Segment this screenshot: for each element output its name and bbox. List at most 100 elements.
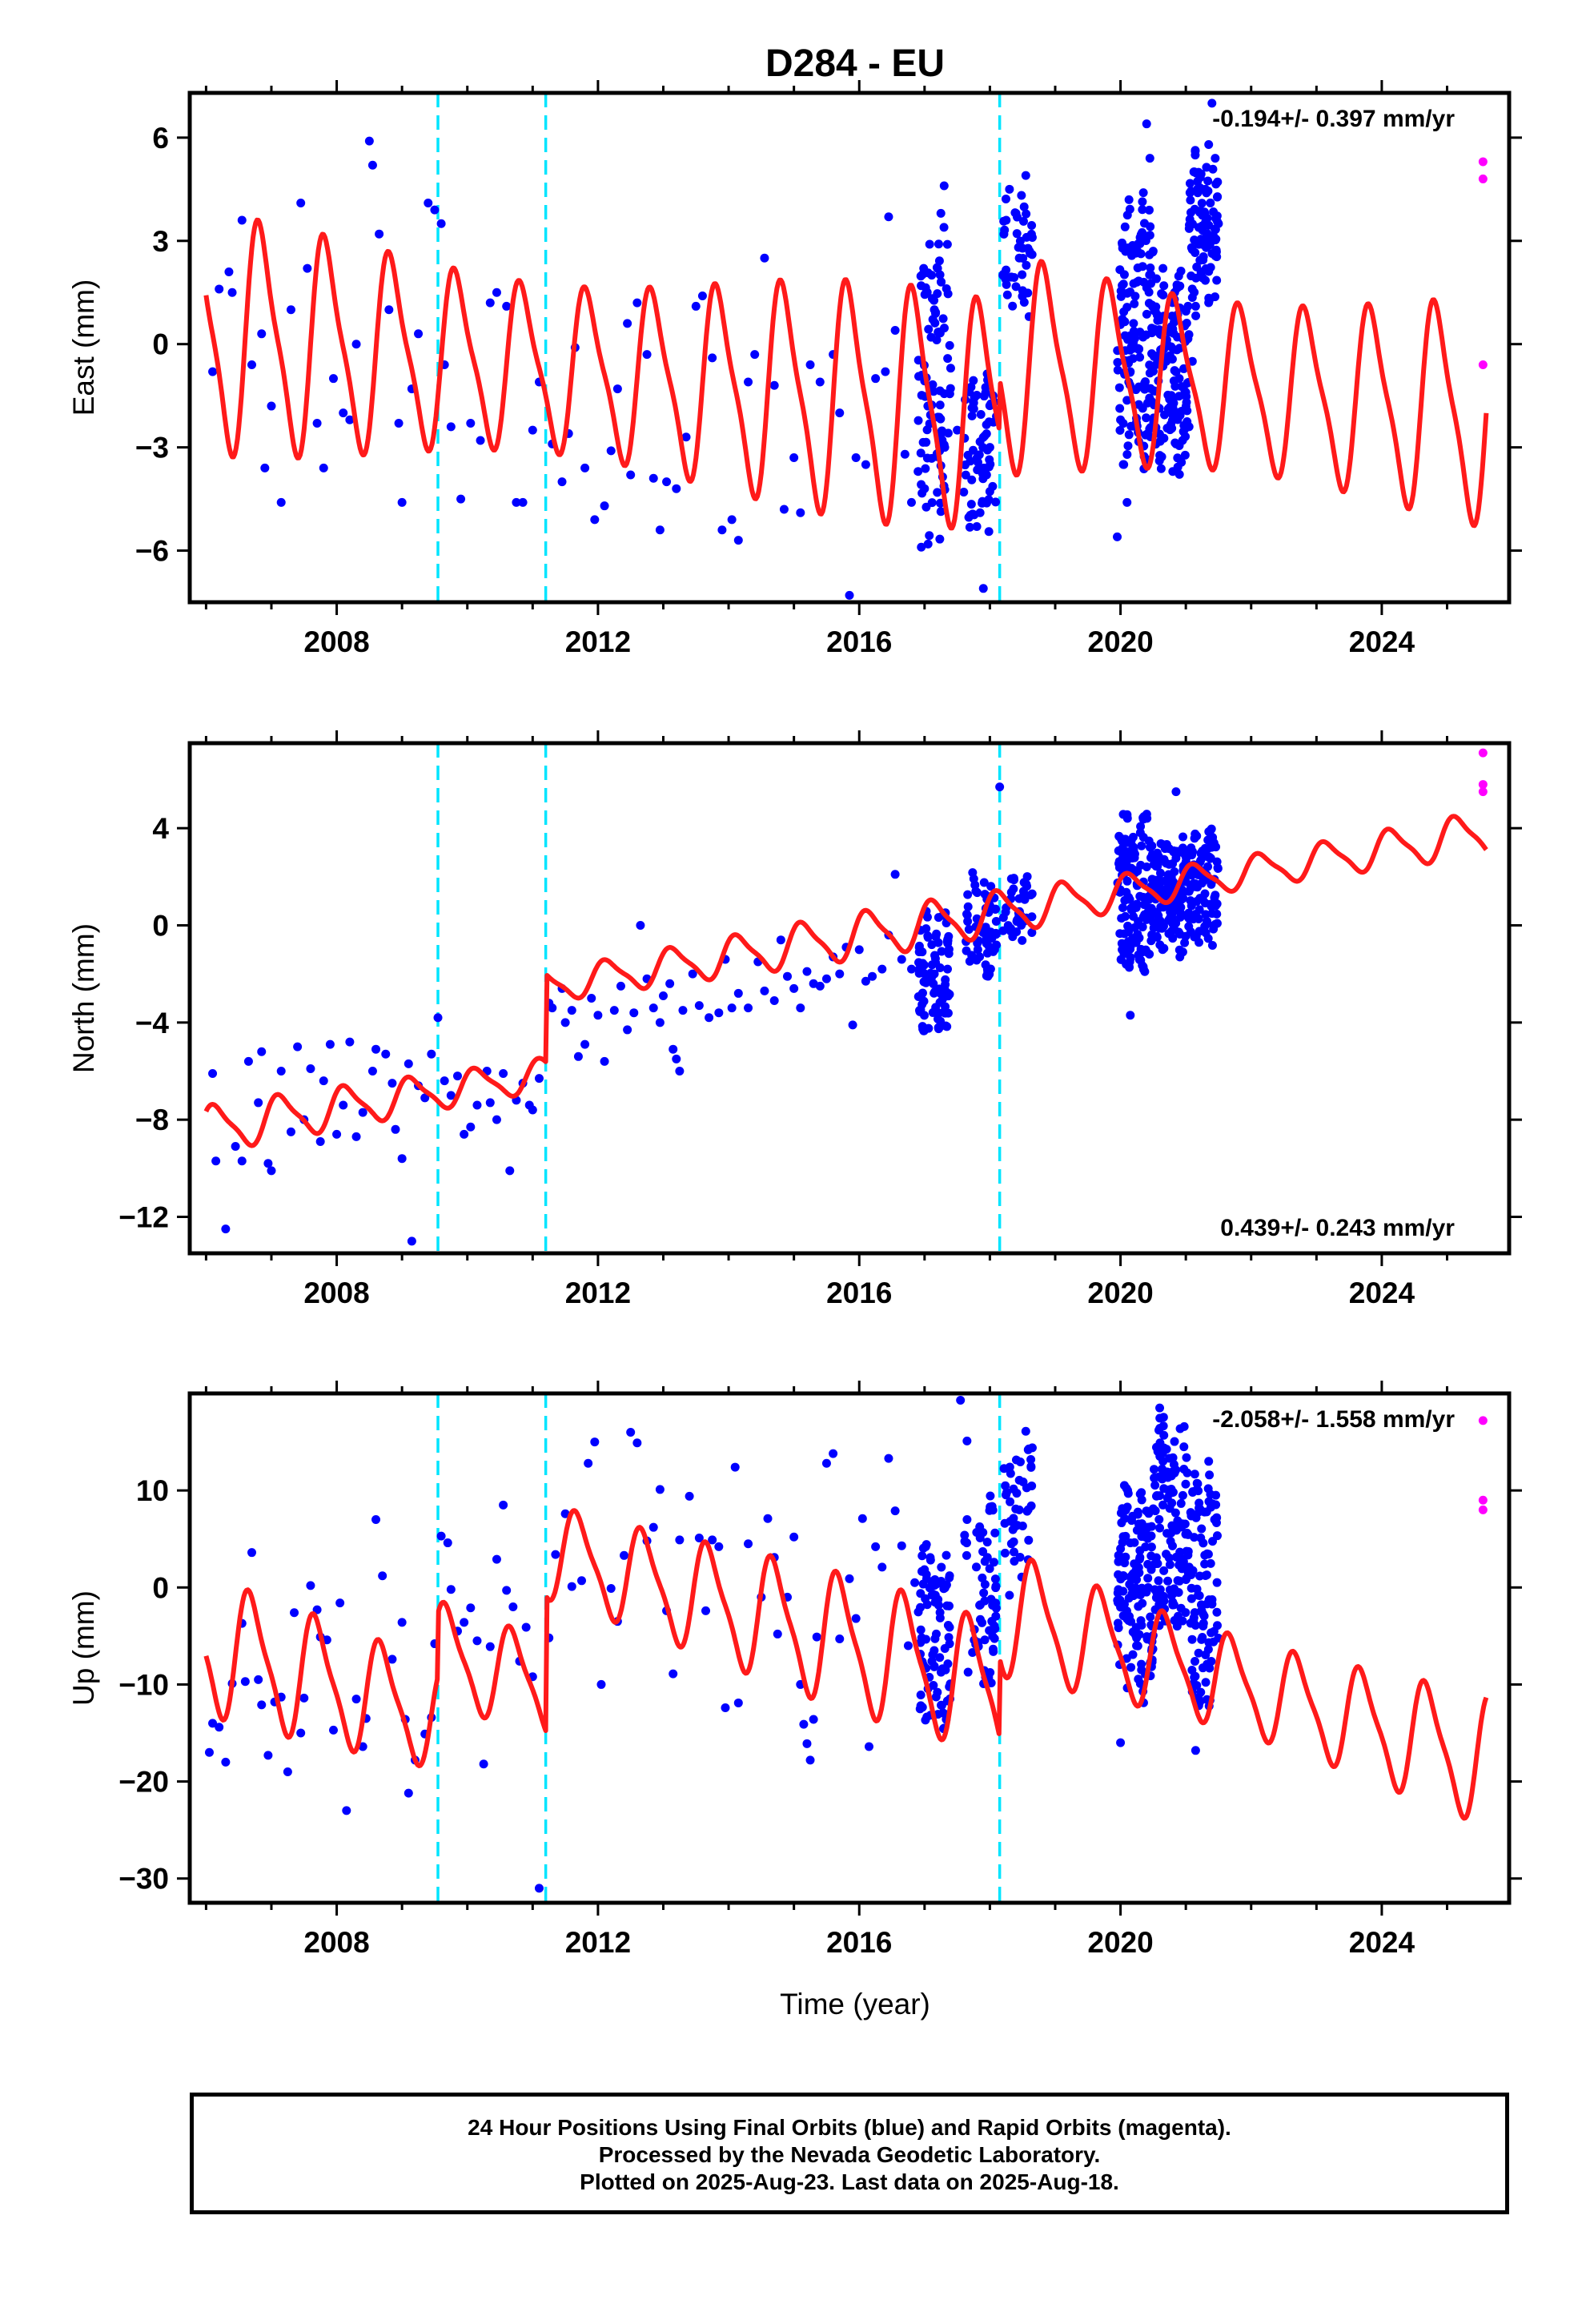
final-orbit-point: [984, 462, 994, 472]
final-orbit-point: [868, 971, 877, 981]
final-orbit-point: [972, 1527, 982, 1537]
final-orbit-point: [1203, 862, 1213, 871]
final-orbit-point: [919, 969, 929, 979]
final-orbit-point: [963, 902, 973, 911]
final-orbit-point: [1113, 357, 1122, 367]
final-orbit-point: [1116, 1738, 1126, 1747]
final-orbit-point: [1206, 263, 1215, 272]
final-orbit-point: [975, 1600, 985, 1610]
final-orbit-point: [1178, 1490, 1187, 1500]
final-orbit-point: [1211, 919, 1220, 929]
final-orbit-point: [1154, 875, 1163, 885]
final-orbit-point: [351, 340, 361, 349]
final-orbit-point: [921, 1594, 930, 1603]
final-orbit-point: [1213, 177, 1223, 187]
final-orbit-point: [1186, 901, 1196, 911]
final-orbit-point: [339, 1100, 348, 1110]
final-orbit-point: [551, 1550, 560, 1559]
final-orbit-point: [1002, 290, 1012, 300]
final-orbit-point: [968, 1647, 978, 1657]
final-orbit-point: [424, 199, 433, 208]
final-orbit-point: [492, 1554, 501, 1564]
final-orbit-point: [296, 1728, 306, 1738]
final-orbit-point: [1124, 195, 1134, 204]
final-orbit-point: [1022, 260, 1031, 270]
final-orbit-point: [1151, 302, 1161, 312]
final-orbit-point: [990, 1574, 1000, 1584]
final-orbit-point: [1018, 270, 1027, 279]
final-orbit-point: [980, 890, 990, 899]
final-orbit-point: [1150, 324, 1159, 334]
final-orbit-point: [933, 412, 942, 422]
final-orbit-point: [1171, 854, 1181, 863]
final-orbit-point: [1136, 822, 1146, 831]
model-curve: [203, 814, 1488, 1148]
final-orbit-point: [1150, 1474, 1159, 1483]
final-orbit-point: [1211, 891, 1220, 900]
x-tick-label: 2008: [303, 1926, 369, 1959]
final-orbit-point: [375, 229, 384, 239]
final-orbit-point: [967, 475, 977, 485]
final-orbit-point: [1155, 451, 1165, 460]
final-orbit-point: [967, 951, 977, 960]
final-orbit-point: [1211, 154, 1220, 163]
final-orbit-point: [845, 590, 854, 600]
final-orbit-point: [460, 1129, 469, 1139]
final-orbit-point: [580, 463, 590, 472]
final-orbit-point: [257, 329, 267, 339]
final-orbit-point: [1134, 1562, 1143, 1572]
final-orbit-point: [1134, 955, 1144, 964]
final-orbit-point: [1156, 464, 1166, 473]
final-orbit-point: [1155, 316, 1165, 325]
final-orbit-point: [414, 329, 424, 339]
final-orbit-point: [485, 1642, 495, 1651]
final-orbit-point: [917, 1022, 927, 1031]
final-orbit-point: [1195, 255, 1205, 265]
final-orbit-point: [1194, 239, 1203, 249]
final-orbit-point: [821, 974, 831, 983]
final-orbit-point: [1198, 1633, 1207, 1642]
final-orbit-point: [928, 380, 938, 389]
final-orbit-point: [1138, 197, 1147, 207]
final-orbit-point: [970, 393, 979, 403]
final-orbit-point: [1213, 1621, 1223, 1630]
final-orbit-point: [1120, 222, 1130, 231]
final-orbit-point: [760, 986, 769, 995]
panel-north: 2008 2012 2016 2020 2024 4 0 −4 −8 −12 North (mm) 0…: [67, 730, 1522, 1309]
final-orbit-point: [934, 256, 944, 266]
final-orbit-point: [962, 911, 972, 920]
final-orbit-point: [1024, 1535, 1034, 1545]
final-orbit-point: [1187, 356, 1197, 366]
final-orbit-point: [930, 951, 940, 960]
final-orbit-point: [972, 521, 982, 531]
final-orbit-point: [548, 1003, 557, 1013]
final-orbit-point: [1194, 1648, 1203, 1658]
final-orbit-point: [466, 1603, 476, 1613]
final-orbit-point: [1126, 1011, 1135, 1020]
final-orbit-point: [1154, 429, 1164, 439]
final-orbit-point: [921, 502, 931, 512]
y-tick-label: 10: [136, 1474, 169, 1507]
final-orbit-point: [472, 1100, 482, 1110]
final-orbit-point: [966, 456, 975, 466]
final-orbit-point: [877, 964, 887, 974]
model-curve: [203, 1508, 1489, 1821]
final-orbit-point: [606, 1583, 616, 1593]
final-orbit-point: [929, 387, 938, 396]
final-orbit-point: [930, 1662, 939, 1671]
final-orbit-point: [1207, 99, 1217, 108]
final-orbit-point: [1180, 1519, 1190, 1529]
final-orbit-point: [1141, 945, 1150, 955]
final-orbit-point: [345, 1037, 355, 1047]
final-orbit-point: [1000, 1548, 1010, 1558]
plot-frame: [187, 1391, 1512, 1905]
final-orbit-point: [404, 1059, 413, 1068]
final-orbit-point: [286, 1127, 295, 1136]
final-orbit-point: [1186, 1511, 1196, 1521]
final-orbit-point: [1134, 1675, 1143, 1684]
final-orbit-point: [1122, 396, 1132, 405]
final-orbit-point: [1118, 903, 1127, 913]
final-orbit-point: [502, 1586, 512, 1595]
panel-east: 2008 2012 2016 2020 2024 6 3 0 −3 −6 East (mm) -0.1…: [67, 80, 1522, 658]
y-tick-label: 0: [152, 328, 169, 361]
